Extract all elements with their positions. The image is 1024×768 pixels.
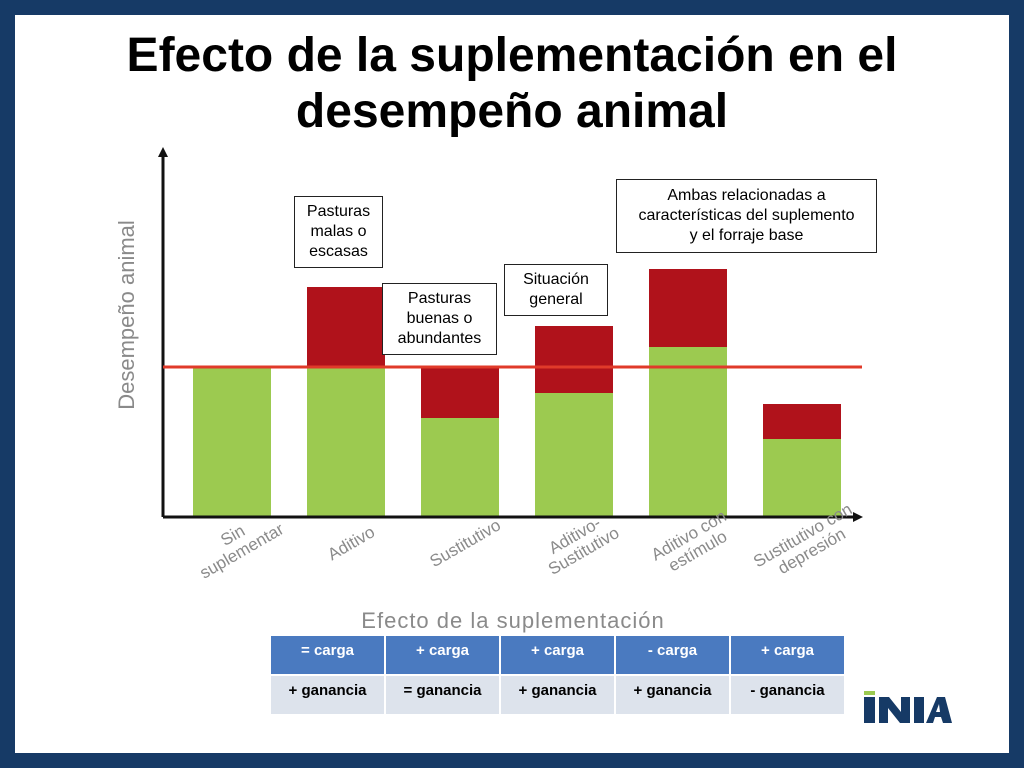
x-tick-label-2: Sustitutivo [427,515,504,571]
effects-table: = carga + carga + carga - carga + carga … [269,634,846,716]
table-row-ganancia: + ganancia = ganancia + ganancia + ganan… [271,676,844,714]
bar-base-2 [421,418,499,517]
annotation-line: abundantes [397,330,482,347]
x-tick-labels: Sinsuplementar Aditivo Sustitutivo Aditivo-… [196,500,855,583]
table-cell: + carga [386,636,499,674]
annotation-line: Pasturas [407,290,472,307]
annotation-line: Ambas relacionadas a [667,187,826,204]
bars-group [193,269,841,517]
bar-supplement-2 [421,366,499,418]
annotation-situacion-general: Situación general [504,264,608,316]
bar-base-1 [307,367,385,517]
bar-base-0 [193,367,271,517]
annotation-pasturas-malas: Pasturas malas o escasas [294,196,383,268]
x-tick-label-line: Aditivo [324,522,378,564]
annotation-line: Situación [523,271,589,288]
x-axis-label: Efecto de la suplementación [361,608,664,633]
table-cell: = carga [271,636,384,674]
bar-supplement-4 [649,269,727,347]
bar-supplement-1 [307,287,385,367]
table-cell: + carga [731,636,844,674]
annotation-ambas-relacionadas: Ambas relacionadas a características del… [616,179,877,253]
table-cell: = ganancia [386,676,499,714]
inia-logo [864,691,952,723]
table-row-carga: = carga + carga + carga - carga + carga [271,636,844,674]
bar-base-3 [535,393,613,517]
y-axis-label: Desempeño animal [114,220,139,410]
annotation-line: buenas o [406,310,473,327]
bar-supplement-5 [763,404,841,439]
annotation-line: características del suplemento [638,207,855,224]
table-cell: + carga [501,636,614,674]
table-cell: - carga [616,636,729,674]
x-tick-label-line: Sustitutivo [427,515,504,571]
annotation-line: Pasturas [306,203,371,220]
table-cell: + ganancia [501,676,614,714]
table-cell: + ganancia [616,676,729,714]
table-cell: + ganancia [271,676,384,714]
bar-base-4 [649,347,727,517]
annotation-line: general [529,291,583,308]
annotation-pasturas-buenas: Pasturas buenas o abundantes [382,283,497,355]
annotation-line: malas o [310,223,367,240]
slide-title: Efecto de la suplementación en el desemp… [15,28,1009,140]
bar-base-5 [763,439,841,517]
annotation-line: y el forraje base [689,227,804,244]
bar-supplement-3 [535,326,613,393]
x-tick-label-1: Aditivo [324,522,378,564]
annotation-line: escasas [309,243,368,260]
title-line-1: Efecto de la suplementación en el [126,29,898,82]
title-line-2: desempeño animal [295,85,729,138]
table-cell: - ganancia [731,676,844,714]
